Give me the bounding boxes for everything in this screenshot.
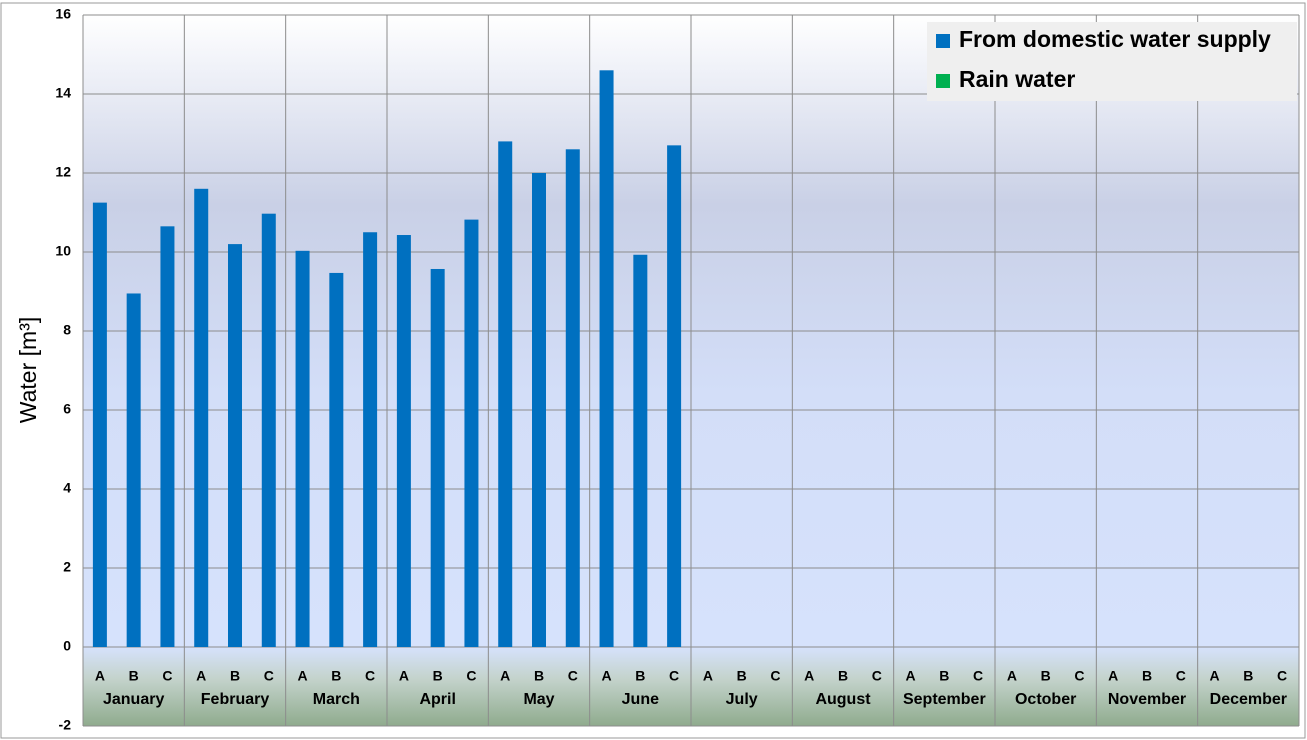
x-tick-label: A — [804, 668, 814, 684]
x-tick-label: A — [601, 668, 611, 684]
x-tick-label: A — [500, 668, 510, 684]
x-tick-label: C — [669, 668, 679, 684]
y-tick-label: -2 — [59, 717, 72, 733]
bar — [599, 70, 614, 648]
bar — [633, 254, 648, 647]
x-tick-label: B — [1243, 668, 1253, 684]
x-tick-label: B — [129, 668, 139, 684]
group-label: June — [622, 691, 659, 708]
x-tick-label: C — [365, 668, 375, 684]
x-tick-label: C — [1074, 668, 1084, 684]
y-tick-label: 14 — [55, 85, 71, 101]
group-label: July — [726, 691, 758, 708]
x-tick-label: A — [399, 668, 409, 684]
legend-label: Rain water — [959, 66, 1075, 92]
legend-box — [927, 22, 1297, 101]
x-tick-label: B — [939, 668, 949, 684]
x-tick-label: A — [1007, 668, 1017, 684]
legend-swatch — [936, 74, 950, 88]
x-tick-label: A — [703, 668, 713, 684]
bar — [126, 293, 141, 647]
bar — [295, 250, 310, 647]
group-label: February — [201, 691, 270, 708]
y-tick-label: 2 — [63, 559, 71, 575]
bar — [363, 232, 378, 647]
legend-label: From domestic water supply — [959, 26, 1271, 52]
bar — [160, 226, 175, 647]
y-tick-label: 16 — [55, 6, 71, 22]
x-tick-label: B — [838, 668, 848, 684]
group-label: May — [523, 691, 554, 708]
y-axis-label: Water [m³] — [15, 317, 41, 423]
x-tick-label: A — [1108, 668, 1118, 684]
bar — [261, 213, 276, 647]
x-tick-label: B — [1041, 668, 1051, 684]
bar — [194, 188, 209, 648]
bar — [92, 202, 107, 647]
x-tick-label: B — [534, 668, 544, 684]
group-label: August — [815, 691, 871, 708]
x-tick-label: A — [905, 668, 915, 684]
y-tick-label: 8 — [63, 322, 71, 338]
bar — [396, 235, 411, 647]
y-tick-label: 10 — [55, 243, 71, 259]
x-tick-label: B — [635, 668, 645, 684]
x-tick-label: C — [1277, 668, 1287, 684]
x-tick-label: C — [1176, 668, 1186, 684]
x-tick-label: C — [770, 668, 780, 684]
x-tick-label: B — [331, 668, 341, 684]
bar — [498, 141, 513, 647]
group-label: March — [313, 691, 360, 708]
y-tick-label: 0 — [63, 638, 71, 654]
x-tick-label: C — [162, 668, 172, 684]
group-label: January — [103, 691, 164, 708]
group-label: October — [1015, 691, 1076, 708]
x-tick-label: A — [1209, 668, 1219, 684]
y-tick-label: 6 — [63, 401, 71, 417]
x-tick-label: A — [95, 668, 105, 684]
x-tick-label: B — [737, 668, 747, 684]
legend-swatch — [936, 34, 950, 48]
group-label: December — [1210, 691, 1287, 708]
x-tick-label: B — [1142, 668, 1152, 684]
group-label: April — [419, 691, 455, 708]
x-tick-label: C — [264, 668, 274, 684]
bar — [667, 145, 682, 647]
bar — [329, 272, 344, 647]
y-tick-label: 12 — [55, 164, 71, 180]
x-tick-label: C — [973, 668, 983, 684]
x-tick-label: A — [297, 668, 307, 684]
y-tick-label: 4 — [63, 480, 71, 496]
bar — [464, 219, 479, 648]
x-tick-label: C — [568, 668, 578, 684]
x-tick-label: A — [196, 668, 206, 684]
x-tick-label: C — [872, 668, 882, 684]
bar — [228, 244, 242, 647]
x-tick-label: C — [466, 668, 476, 684]
x-tick-label: B — [230, 668, 240, 684]
x-tick-label: B — [433, 668, 443, 684]
group-label: November — [1108, 691, 1186, 708]
bar — [532, 173, 546, 647]
group-label: September — [903, 691, 986, 708]
bar — [565, 149, 580, 648]
bar — [430, 268, 445, 647]
